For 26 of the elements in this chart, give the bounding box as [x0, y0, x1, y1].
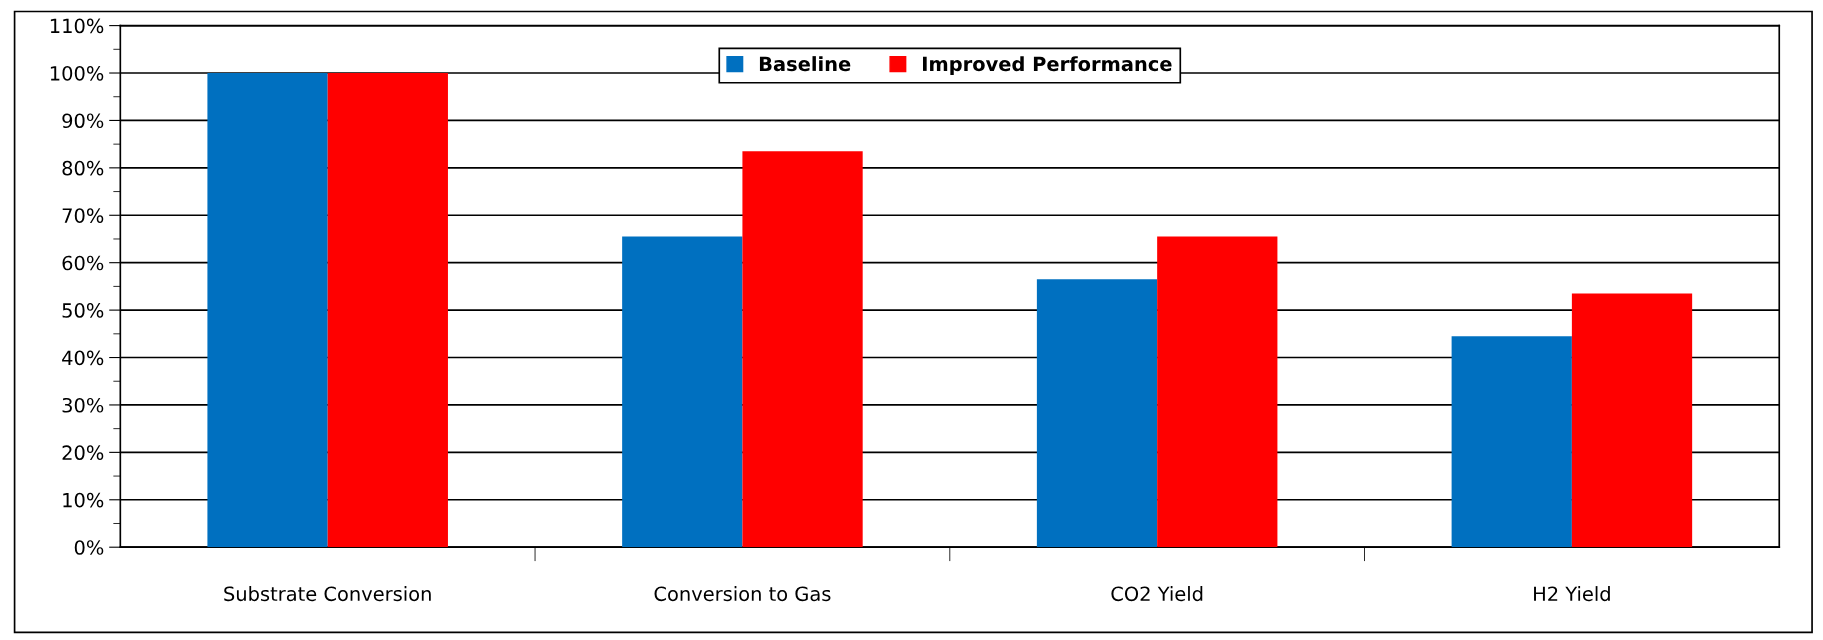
y-tick-label: 10% [63, 492, 104, 508]
y-tick-label: 20% [62, 445, 104, 461]
y-tick-label: 70% [62, 208, 104, 223]
x-tick-label: Substrate Conversion [224, 586, 431, 602]
y-tick-label: 30% [62, 397, 104, 413]
legend-label: Baseline [759, 56, 851, 72]
bar [1036, 279, 1158, 548]
y-tick-label: 90% [62, 113, 104, 129]
y-tick-label: 40% [62, 350, 104, 366]
legend-label: Improved Performance [923, 56, 1172, 75]
y-tick-label: 60% [62, 255, 104, 271]
bar [622, 236, 743, 548]
y-tick-label: 110% [50, 18, 104, 34]
bar [1451, 336, 1572, 548]
x-tick-label: H2 Yield [1534, 586, 1610, 602]
y-tick-label: 100% [50, 65, 104, 81]
x-tick-label: CO2 Yield [1111, 586, 1203, 602]
bar [1571, 293, 1693, 548]
y-tick-label: 0% [74, 540, 104, 555]
bar [327, 73, 448, 548]
bar [207, 73, 328, 548]
bar [1157, 236, 1278, 548]
y-tick-label: 80% [62, 160, 104, 176]
y-tick-label: 50% [62, 303, 104, 318]
bar [742, 151, 863, 548]
x-tick-label: Conversion to Gas [654, 586, 831, 602]
